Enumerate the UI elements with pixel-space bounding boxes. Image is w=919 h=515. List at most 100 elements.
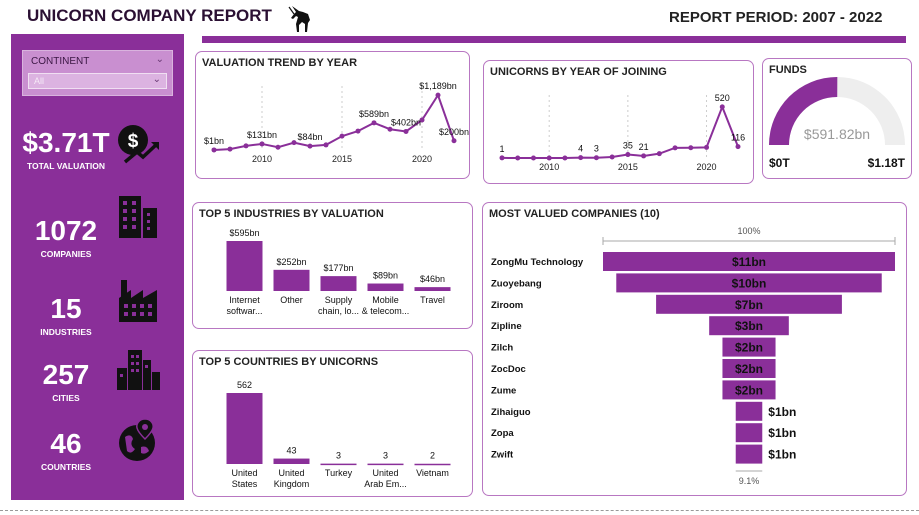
continent-select[interactable]: All ⌄: [28, 73, 167, 89]
x-tick-label: United: [231, 468, 257, 478]
data-point: [719, 104, 725, 110]
data-label: $1,189bn: [419, 81, 457, 91]
city-icon: [117, 350, 160, 390]
data-label: 4: [578, 144, 583, 154]
card-title: UNICORNS BY YEAR OF JOINING: [490, 66, 667, 78]
funds-gauge[interactable]: $591.82bn $0T $1.18T: [763, 59, 911, 178]
x-tick-label: Travel: [420, 295, 445, 305]
x-tick-label: chain, lo...: [318, 306, 359, 316]
kpi-label: CITIES: [52, 393, 80, 403]
bar: [226, 393, 263, 464]
gauge-max-label: $1.18T: [868, 156, 906, 170]
unicorn-logo-icon: [288, 6, 310, 32]
data-label: 21: [639, 142, 649, 152]
kpi-label: COUNTRIES: [40, 462, 92, 472]
x-tick-label: 2010: [252, 154, 272, 164]
bar: [273, 269, 310, 291]
globe-pin-icon: [119, 418, 155, 461]
kpi-cities: 257 CITIES: [11, 359, 121, 403]
funnel-bar: [603, 252, 895, 271]
funnel-bar: [722, 337, 776, 357]
funnel-category-label: ZongMu Technology: [491, 257, 584, 268]
bar-value-label: 3: [383, 451, 388, 461]
funnel-category-label: Ziroom: [491, 300, 523, 311]
funnel-bar: [722, 380, 776, 400]
data-point: [593, 155, 599, 161]
funnel-category-label: Zipline: [491, 321, 522, 332]
bar: [226, 241, 263, 291]
report-period: REPORT PERIOD: 2007 - 2022: [669, 9, 883, 26]
data-point: [625, 152, 631, 158]
data-label: $1bn: [204, 136, 224, 146]
x-tick-label: 2020: [412, 154, 432, 164]
funnel-value-label: $11bn: [732, 255, 766, 269]
data-label: $131bn: [247, 130, 277, 140]
most-valued-card: MOST VALUED COMPANIES (10) 100% ZongMu Te…: [482, 202, 907, 496]
svg-text:$: $: [128, 131, 139, 152]
funnel-category-label: Zuoyebang: [491, 278, 542, 289]
bar: [414, 287, 451, 291]
valuation-trend-chart[interactable]: 2010 2015 2020 $1bn $131bn $84bn $589bn$402bn $…: [196, 52, 469, 178]
funnel-category-label: Zopa: [491, 428, 514, 439]
bottom-percent-label: 9.1%: [739, 476, 760, 486]
bar-value-label: 562: [237, 380, 252, 390]
unicorns-by-year-card: UNICORNS BY YEAR OF JOINING 2010 2015 2020…: [483, 60, 754, 184]
x-tick-label: Mobile: [372, 295, 399, 305]
series-line: [213, 92, 455, 151]
series-line: [501, 104, 739, 159]
x-tick-label: United: [372, 468, 398, 478]
data-label: $84bn: [297, 132, 322, 142]
kpi-total-valuation: $3.71T TOTAL VALUATION: [11, 127, 121, 171]
kpi-value: 46: [50, 428, 82, 459]
bar-value-label: $177bn: [323, 263, 353, 273]
data-label: 3: [594, 144, 599, 154]
x-tick-label: 2010: [539, 162, 559, 172]
x-tick-label: 2015: [332, 154, 352, 164]
unicorns-by-year-chart[interactable]: 2010 2015 2020 1 4 3 35 21 520 116: [484, 61, 753, 183]
kpi-companies: 1072 COMPANIES: [11, 215, 121, 259]
data-point: [704, 144, 710, 150]
bar-value-label: 2: [430, 451, 435, 461]
chevron-down-icon[interactable]: ⌄: [152, 74, 161, 85]
data-point: [259, 141, 265, 147]
data-point: [371, 120, 377, 126]
dollar-growth-icon: $: [118, 125, 159, 164]
x-tick-label: United: [278, 468, 304, 478]
data-point: [515, 155, 521, 161]
top-countries-chart[interactable]: 562UnitedStates43UnitedKingdom3Turkey3Un…: [193, 351, 472, 496]
bar: [320, 463, 357, 466]
data-point: [578, 155, 584, 161]
data-point: [562, 155, 568, 161]
funnel-category-label: Zwift: [491, 450, 514, 461]
card-title: MOST VALUED COMPANIES (10): [489, 208, 660, 220]
x-tick-label: 2020: [697, 162, 717, 172]
card-title: FUNDS: [769, 64, 807, 76]
funnel-value-label: $1bn: [768, 405, 796, 419]
x-tick-label: States: [232, 479, 258, 489]
header-accent-bar: [202, 36, 906, 43]
continent-filter[interactable]: CONTINENT ⌄ All ⌄: [22, 50, 173, 96]
data-point: [656, 151, 662, 157]
funnel-bar: [656, 294, 842, 314]
chevron-down-icon[interactable]: ⌄: [155, 54, 164, 65]
kpi-industries: 15 INDUSTRIES: [11, 293, 121, 337]
funnel-value-label: $2bn: [735, 341, 763, 355]
funnel-category-label: ZocDoc: [491, 364, 526, 375]
funnel-value-label: $7bn: [735, 298, 763, 312]
data-point: [419, 117, 425, 123]
funnel-category-label: Zilch: [491, 343, 513, 354]
x-tick-label: Arab Em...: [364, 479, 407, 489]
bar-value-label: 3: [336, 451, 341, 461]
data-point: [435, 92, 441, 98]
most-valued-funnel-chart[interactable]: 100% ZongMu Technology $11bn Zuoyebang $10bn…: [483, 203, 906, 495]
bottom-divider: [0, 510, 919, 511]
gauge-value: $591.82bn: [804, 126, 870, 142]
data-label: $589bn: [359, 109, 389, 119]
data-point: [403, 128, 409, 134]
x-tick-label: Internet: [229, 295, 260, 305]
data-label: 116: [731, 133, 745, 143]
x-tick-label: Kingdom: [274, 479, 310, 489]
valuation-trend-card: VALUATION TREND BY YEAR 2010 2015 2020 $1bn…: [195, 51, 470, 179]
buildings-icon: [119, 196, 157, 238]
